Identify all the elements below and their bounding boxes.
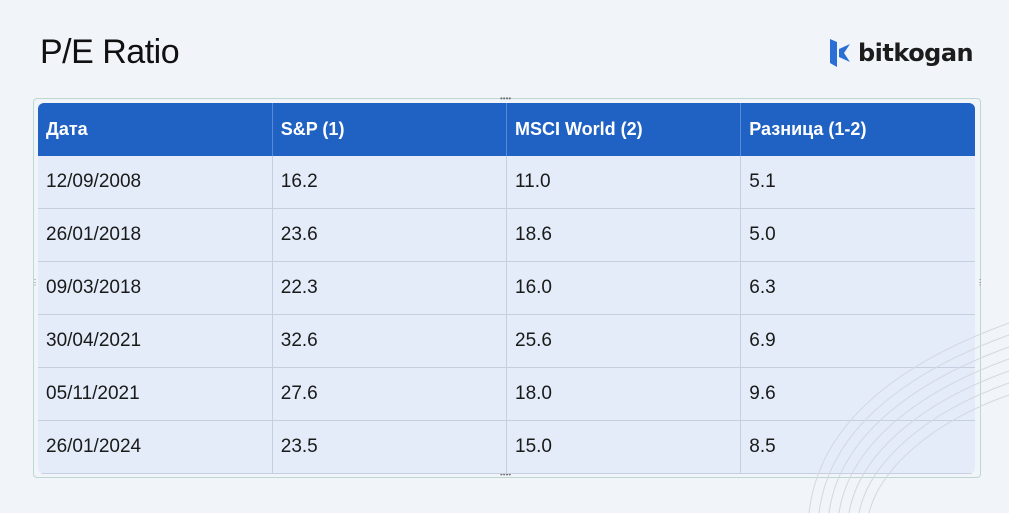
table-row: 09/03/2018 22.3 16.0 6.3 (38, 261, 975, 315)
resize-handle-left[interactable]: ⋮ (31, 278, 39, 287)
pe-ratio-table: Дата S&P (1) MSCI World (2) Разница (1-2… (38, 103, 975, 474)
table-row: 26/01/2018 23.6 18.6 5.0 (38, 208, 975, 262)
resize-handle-right[interactable]: ⋮ (976, 278, 984, 287)
bitkogan-logo: bitkogan (828, 38, 974, 68)
cell-msci: 16.0 (506, 261, 742, 315)
bitkogan-logo-icon (830, 39, 850, 67)
header-sp: S&P (1) (272, 103, 508, 156)
table-header-row: Дата S&P (1) MSCI World (2) Разница (1-2… (38, 103, 975, 156)
cell-msci: 15.0 (506, 420, 742, 474)
resize-handle-bottom[interactable]: •••• (500, 470, 512, 479)
cell-diff: 6.9 (740, 314, 975, 368)
cell-msci: 18.0 (506, 367, 742, 421)
cell-msci: 11.0 (506, 156, 742, 209)
cell-sp: 23.5 (272, 420, 508, 474)
cell-date: 30/04/2021 (38, 314, 273, 368)
table-row: 12/09/2008 16.2 11.0 5.1 (38, 156, 975, 209)
cell-sp: 16.2 (272, 156, 508, 209)
header-msci: MSCI World (2) (506, 103, 742, 156)
cell-sp: 22.3 (272, 261, 508, 315)
cell-sp: 32.6 (272, 314, 508, 368)
table-row: 26/01/2024 23.5 15.0 8.5 (38, 420, 975, 474)
table-row: 30/04/2021 32.6 25.6 6.9 (38, 314, 975, 368)
cell-date: 09/03/2018 (38, 261, 273, 315)
header-diff: Разница (1-2) (740, 103, 975, 156)
page-title: P/E Ratio (40, 33, 180, 71)
cell-date: 05/11/2021 (38, 367, 273, 421)
logo-text: bitkogan (858, 39, 974, 67)
cell-diff: 5.1 (740, 156, 975, 209)
header-date: Дата (38, 103, 273, 156)
cell-msci: 18.6 (506, 208, 742, 262)
table-selection-frame[interactable] (33, 98, 981, 478)
table-row: 05/11/2021 27.6 18.0 9.6 (38, 367, 975, 421)
cell-diff: 8.5 (740, 420, 975, 474)
cell-sp: 23.6 (272, 208, 508, 262)
decorative-lines (808, 322, 1009, 513)
cell-date: 26/01/2024 (38, 420, 273, 474)
cell-date: 12/09/2008 (38, 156, 273, 209)
resize-handle-top[interactable]: •••• (500, 94, 512, 103)
cell-msci: 25.6 (506, 314, 742, 368)
cell-diff: 5.0 (740, 208, 975, 262)
cell-date: 26/01/2018 (38, 208, 273, 262)
cell-sp: 27.6 (272, 367, 508, 421)
cell-diff: 6.3 (740, 261, 975, 315)
